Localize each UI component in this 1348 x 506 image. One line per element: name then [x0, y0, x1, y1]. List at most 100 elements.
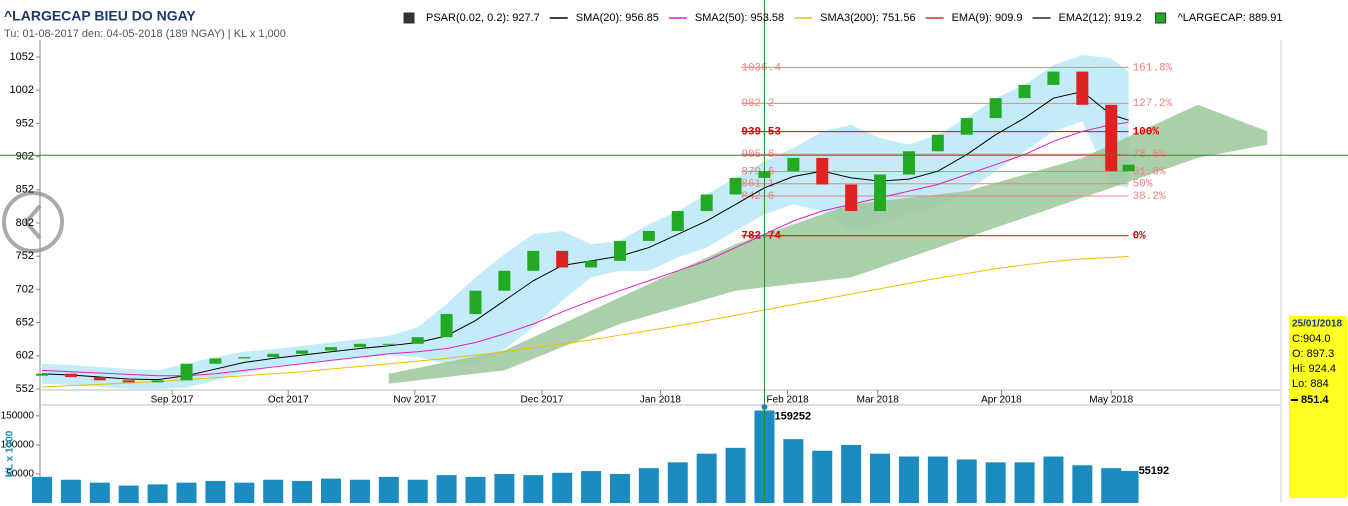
candle-body — [816, 157, 829, 185]
y-tick-label: 902 — [16, 150, 34, 162]
candle-body — [122, 380, 135, 383]
volume-bar — [956, 459, 977, 503]
candle-body — [238, 357, 251, 359]
fib-pct: 61.8% — [1133, 166, 1166, 178]
volume-axis-label: KL x 1000 — [5, 430, 16, 477]
x-tick-label: Sep 2017 — [151, 395, 194, 406]
volume-label: 55192 — [1139, 465, 1170, 477]
nav-prev[interactable] — [2, 191, 64, 253]
volume-bar — [465, 476, 486, 503]
y-tick-label: 852 — [16, 184, 34, 196]
volume-bar — [32, 476, 53, 503]
volume-bar — [118, 485, 139, 503]
volume-bar — [581, 471, 602, 503]
candle-body — [1047, 71, 1060, 85]
volume-bar — [1101, 468, 1122, 503]
y-tick-label: 652 — [16, 316, 34, 328]
volume-bar — [436, 475, 457, 503]
legend-label: EMA(9): 909.9 — [952, 12, 1023, 24]
y-tick-label: 1002 — [10, 84, 34, 96]
legend-label: SMA3(200): 751.56 — [820, 12, 915, 24]
fib-price: 982.2 — [741, 98, 774, 110]
volume-bar — [494, 473, 515, 503]
candle-body — [845, 184, 858, 212]
volume-bar — [263, 479, 284, 503]
volume-bar — [609, 473, 630, 503]
fib-pct: 127.2% — [1133, 98, 1173, 110]
fib-price: 861.1 — [741, 179, 774, 191]
indicator-line — [41, 121, 1129, 377]
volume-bar — [1043, 456, 1064, 503]
fib-pct: 38.2% — [1133, 191, 1166, 203]
y-tick-label: 702 — [16, 283, 34, 295]
volume-tick-label: 100000 — [1, 440, 35, 451]
fib-pct: 161.8% — [1133, 62, 1173, 74]
volume-bar — [407, 479, 428, 503]
info-high: Hi: 924.4 — [1292, 363, 1336, 375]
ichimoku-cloud — [388, 104, 1268, 384]
volume-bar — [552, 472, 573, 503]
candle-body — [36, 373, 49, 376]
volume-bar — [667, 462, 688, 503]
volume-label: 159252 — [774, 410, 811, 422]
candle-body — [613, 240, 626, 261]
candle-body — [353, 343, 366, 348]
candle-body — [93, 377, 106, 381]
volume-bar — [320, 478, 341, 503]
x-tick-label: Nov 2017 — [393, 395, 436, 406]
nav-arrow — [23, 204, 42, 240]
legend-swatch — [403, 12, 415, 24]
candle-body — [671, 211, 684, 231]
candle-body — [267, 353, 280, 358]
info-date: 25/01/2018 — [1292, 319, 1342, 330]
legend-swatch — [1155, 12, 1167, 24]
volume-bar — [60, 479, 81, 503]
y-tick-label: 952 — [16, 117, 34, 129]
fib-pct: 0% — [1133, 231, 1147, 243]
volume-bar — [783, 439, 804, 503]
info-close: C:904.0 — [1292, 333, 1331, 345]
candle-body — [324, 347, 337, 351]
candle-body — [527, 250, 540, 271]
volume-bar — [1118, 470, 1139, 503]
candle-body — [440, 313, 453, 338]
candle-body — [209, 358, 222, 364]
volume-bar — [378, 476, 399, 503]
volume-bar — [927, 456, 948, 503]
volume-bar — [725, 447, 746, 503]
volume-bar — [898, 456, 919, 503]
volume-bar — [1072, 465, 1093, 503]
volume-bar — [985, 462, 1006, 503]
volume-bar — [870, 453, 891, 503]
chart-title: ^LARGECAP BIEU DO NGAY — [4, 8, 196, 24]
legend-label: PSAR(0.02, 0.2): 927.7 — [426, 12, 540, 24]
candle-body — [642, 230, 655, 241]
info-cursor: 851.4 — [1301, 394, 1329, 406]
legend-label: SMA2(50): 953.58 — [695, 12, 784, 24]
x-tick-label: Feb 2018 — [766, 395, 809, 406]
info-low: Lo: 884 — [1292, 378, 1329, 390]
candle-body — [151, 380, 164, 383]
candle-body — [411, 337, 424, 344]
x-tick-label: May 2018 — [1089, 395, 1133, 406]
volume-tick-label: 50000 — [6, 469, 34, 480]
candle-body — [902, 151, 915, 175]
x-tick-label: Mar 2018 — [857, 395, 900, 406]
volume-bar — [292, 480, 313, 503]
candle-body — [585, 260, 598, 268]
crosshair-dot — [761, 404, 768, 410]
volume-bar — [234, 482, 255, 503]
volume-bar — [349, 479, 370, 503]
fib-price: 939.53 — [741, 127, 781, 139]
y-tick-label: 552 — [16, 383, 34, 395]
volume-bar — [1014, 462, 1035, 503]
legend-label: ^LARGECAP: 889.91 — [1178, 12, 1283, 24]
y-tick-label: 802 — [16, 217, 34, 229]
fib-price: 1036.4 — [741, 62, 781, 74]
volume-bar — [205, 480, 226, 503]
info-open: O: 897.3 — [1292, 348, 1334, 360]
candle-body — [729, 177, 742, 195]
bollinger-band — [42, 55, 1129, 389]
candle-body — [1105, 104, 1118, 172]
